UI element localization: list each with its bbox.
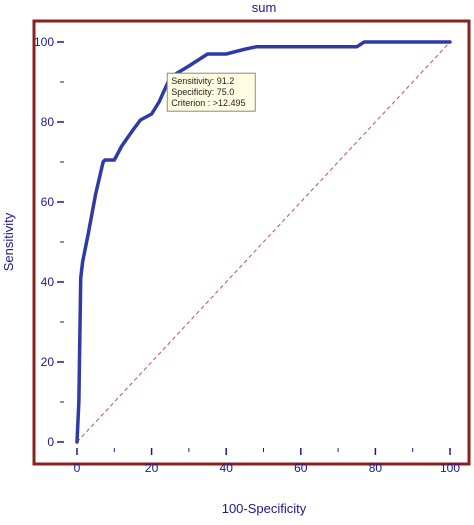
reference-line-group — [76, 41, 451, 443]
tooltip-box — [166, 72, 256, 112]
tooltip-line: Specificity: 75.0 — [171, 87, 234, 97]
y-axis-title: Sensitivity — [1, 212, 16, 271]
x-tick-label: 0 — [74, 461, 81, 475]
axes: 0 20 40 60 80 100 0 20 40 60 80 100 — [34, 35, 460, 475]
y-tick-label: 80 — [41, 115, 55, 129]
y-tick-label: 20 — [41, 355, 55, 369]
y-tick-label: 40 — [41, 275, 55, 289]
x-tick-label: 100 — [440, 461, 460, 475]
roc-curve-group — [75, 40, 452, 444]
y-tick-label: 0 — [47, 435, 54, 449]
x-tick-label: 80 — [369, 461, 383, 475]
x-tick-label: 60 — [294, 461, 308, 475]
roc-curve-line — [75, 40, 452, 444]
y-tick-label: 60 — [41, 195, 55, 209]
x-axis-title: 100-Specificity — [222, 501, 307, 516]
plot-frame — [32, 19, 471, 466]
x-tick-label: 20 — [145, 461, 159, 475]
tooltip-line: Criterion : >12.495 — [171, 98, 245, 108]
y-tick-label: 100 — [34, 35, 54, 49]
tooltip-line: Sensitivity: 91.2 — [171, 76, 234, 86]
reference-diagonal-line — [76, 41, 451, 443]
chart-title: sum — [252, 0, 277, 15]
x-tick-label: 40 — [220, 461, 234, 475]
